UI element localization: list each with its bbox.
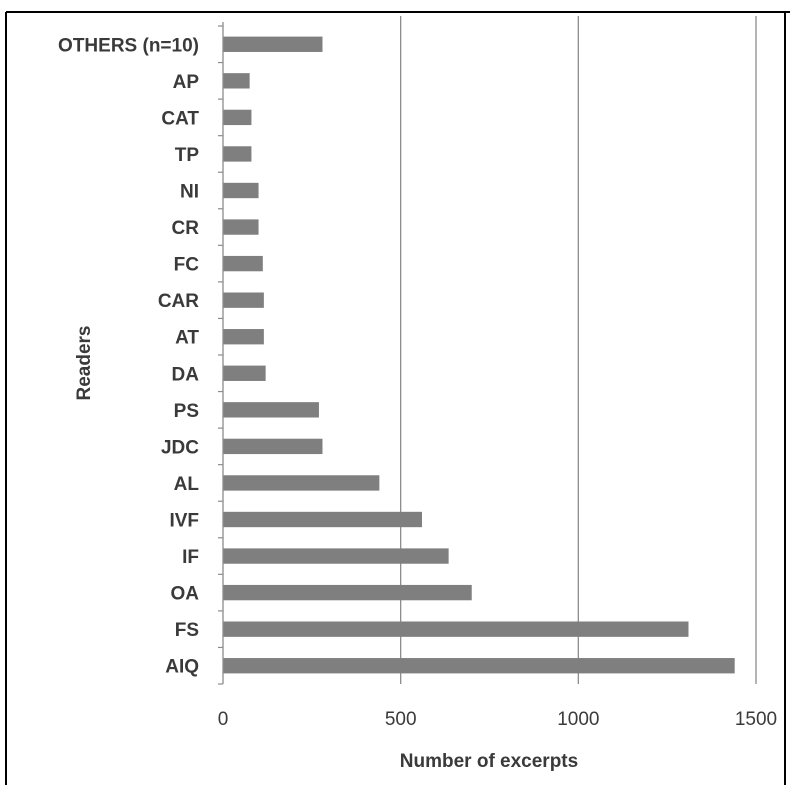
category-label: AIQ — [165, 657, 199, 678]
category-label: CR — [172, 218, 200, 239]
bars — [223, 36, 735, 674]
bar-fs — [223, 621, 689, 637]
category-label: TP — [175, 145, 200, 166]
x-tick-label: 1500 — [735, 709, 777, 730]
category-label: AP — [173, 72, 200, 93]
x-tick-label: 1000 — [557, 709, 599, 730]
y-axis-title: Readers — [74, 326, 95, 401]
bar-ap — [223, 73, 250, 89]
category-label: AT — [175, 328, 199, 349]
category-label: DA — [172, 364, 200, 385]
bar-ni — [223, 182, 259, 199]
bar-tp — [223, 146, 252, 162]
category-label: OTHERS (n=10) — [58, 35, 199, 56]
x-axis-title: Number of excerpts — [400, 751, 578, 772]
bar-jdc — [223, 438, 323, 455]
category-label: CAT — [161, 108, 199, 129]
category-label: AL — [174, 474, 200, 495]
bar-aiq — [223, 658, 735, 674]
category-label: CAR — [158, 291, 199, 312]
category-label: JDC — [161, 437, 199, 458]
x-tick-label: 0 — [218, 709, 229, 730]
category-label: FS — [175, 620, 199, 641]
x-tick-label: 500 — [385, 709, 417, 730]
axes — [218, 22, 224, 685]
category-label: PS — [174, 401, 199, 422]
bar-ivf — [223, 511, 422, 528]
category-label: FC — [174, 255, 200, 276]
bar-car — [223, 292, 264, 308]
bar-at — [223, 329, 264, 345]
category-label: IF — [182, 547, 199, 568]
bar-da — [223, 365, 266, 381]
bar-oa — [223, 584, 472, 601]
bar-fc — [223, 255, 263, 272]
labels: AIQ FS OA IF IVF AL JDC PS DA AT CAR FC CR NI TP CAT AP O… — [58, 35, 777, 730]
bar-cat — [223, 109, 252, 126]
bar-ps — [223, 402, 319, 418]
bar-if — [223, 548, 449, 564]
category-label: IVF — [169, 511, 199, 532]
category-label: OA — [171, 584, 200, 605]
bar-others-n-10 — [223, 36, 323, 52]
gridlines — [400, 16, 757, 684]
category-label: NI — [180, 182, 199, 203]
bar-cr — [223, 219, 259, 235]
bar-al — [223, 475, 380, 491]
